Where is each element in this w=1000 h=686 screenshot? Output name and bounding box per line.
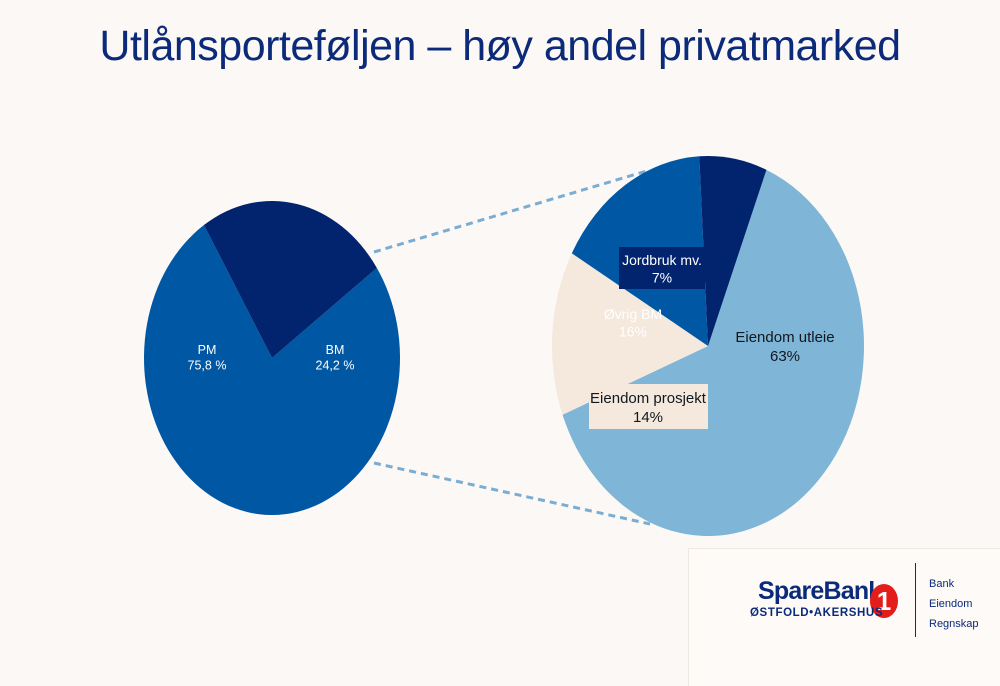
logo-links: Bank Eiendom Regnskap bbox=[929, 574, 979, 634]
slice-label-bm: BM 24,2 % bbox=[316, 343, 355, 373]
slice-label-name: Eiendom prosjekt bbox=[590, 390, 707, 407]
slice-label-name: Øvrig BM bbox=[604, 306, 662, 322]
slice-label-value: 24,2 % bbox=[316, 359, 355, 373]
slice-label-value: 7% bbox=[652, 270, 672, 286]
slice-label-eiendom-utleie: Eiendom utleie 63% bbox=[735, 329, 834, 365]
brand-subtitle: ØSTFOLD•AKERSHUS bbox=[750, 607, 884, 619]
logo-link-eiendom[interactable]: Eiendom bbox=[929, 598, 973, 610]
slice-label-pm: PM 75,8 % bbox=[188, 343, 227, 373]
slice-label-name: PM bbox=[198, 343, 217, 357]
slice-label-value: 63% bbox=[770, 348, 800, 365]
pie-slice-jordbruk-mv bbox=[699, 156, 767, 346]
slice-label-value: 75,8 % bbox=[188, 359, 227, 373]
pie-slice-eiendom-prosjekt bbox=[552, 253, 708, 415]
slice-label-bg-jordbruk-mv bbox=[619, 247, 705, 289]
slice-label-ovrig-bm: Øvrig BM 16% bbox=[604, 306, 662, 340]
logo-link-bank[interactable]: Bank bbox=[929, 578, 955, 590]
slice-label-value: 16% bbox=[619, 324, 647, 340]
pie-slice-pm bbox=[143, 225, 400, 515]
logo-divider bbox=[915, 563, 916, 637]
slice-label-bg-eiendom-prosjekt bbox=[589, 384, 708, 429]
slice-label-jordbruk-mv: Jordbruk mv. 7% bbox=[622, 252, 702, 286]
pie-slice-eiendom-utleie bbox=[562, 169, 864, 537]
logo-link-regnskap[interactable]: Regnskap bbox=[929, 618, 979, 630]
slice-label-eiendom-prosjekt: Eiendom prosjekt 14% bbox=[590, 390, 707, 426]
slice-label-name: BM bbox=[326, 343, 345, 357]
bm-breakdown-pie-chart: Eiendom utleie 63% Eiendom prosjekt 14% Øvri… bbox=[552, 156, 864, 537]
slice-label-value: 14% bbox=[633, 409, 663, 426]
logo-panel bbox=[688, 548, 1000, 686]
page-title: Utlånsporteføljen – høy andel privatmark… bbox=[99, 22, 901, 70]
brand-name: SpareBank bbox=[758, 577, 882, 605]
portfolio-pie-chart: PM 75,8 % BM 24,2 % bbox=[143, 200, 400, 515]
slice-label-name: Eiendom utleie bbox=[735, 329, 834, 346]
pie-slice-bm bbox=[203, 200, 377, 358]
brand-one-badge: 1 bbox=[870, 584, 898, 618]
slice-label-name: Jordbruk mv. bbox=[622, 252, 702, 268]
